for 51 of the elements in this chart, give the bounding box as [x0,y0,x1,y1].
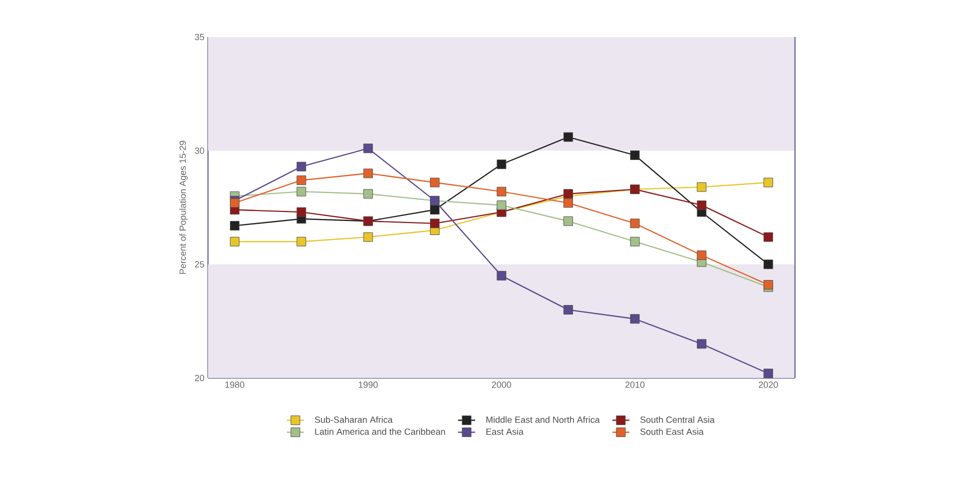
point [696,182,706,192]
point [296,207,306,217]
point [230,236,240,246]
point [496,200,506,210]
point [430,205,440,215]
point [696,250,706,260]
y-tick-label: 20 [194,374,204,382]
y-tick-label: 35 [194,34,204,40]
point [764,260,774,270]
point [563,198,573,208]
point [363,232,373,242]
x-tick-label: 2000 [492,382,512,388]
point [630,314,640,324]
x-tick-label: 2010 [625,382,645,388]
point [363,144,373,154]
y-tick-label: 25 [194,261,204,268]
point [496,270,506,280]
point [363,168,373,178]
point [363,189,373,199]
legend-label: Latin America and the Caribbean [315,428,445,435]
point [764,368,774,378]
point [296,186,306,196]
point [630,236,640,246]
point [764,232,774,242]
legend-label: Middle East and North Africa [486,416,600,423]
point [563,216,573,226]
point [696,200,706,210]
x-tick-label: 2020 [758,382,778,388]
legend-label: South East Asia [640,428,704,435]
legend-label: Sub-Saharan Africa [314,416,393,423]
point [296,162,306,172]
point [630,218,640,228]
point [296,236,306,246]
point [230,198,240,208]
point [563,305,573,315]
y-tick-label: 30 [194,147,204,154]
point [296,175,306,185]
point [496,186,506,196]
point [764,178,774,188]
point [430,178,440,188]
point [696,339,706,349]
x-tick-label: 1990 [358,382,378,388]
point [630,150,640,160]
point [230,220,240,230]
point [430,218,440,228]
point [496,160,506,170]
legend-label: East Asia [486,428,524,435]
x-tick-label: 1980 [225,382,244,388]
point [563,132,573,142]
legend-label: South Central Asia [640,416,715,423]
y-axis-title: Percent of Population Ages 15-29 [179,140,188,274]
